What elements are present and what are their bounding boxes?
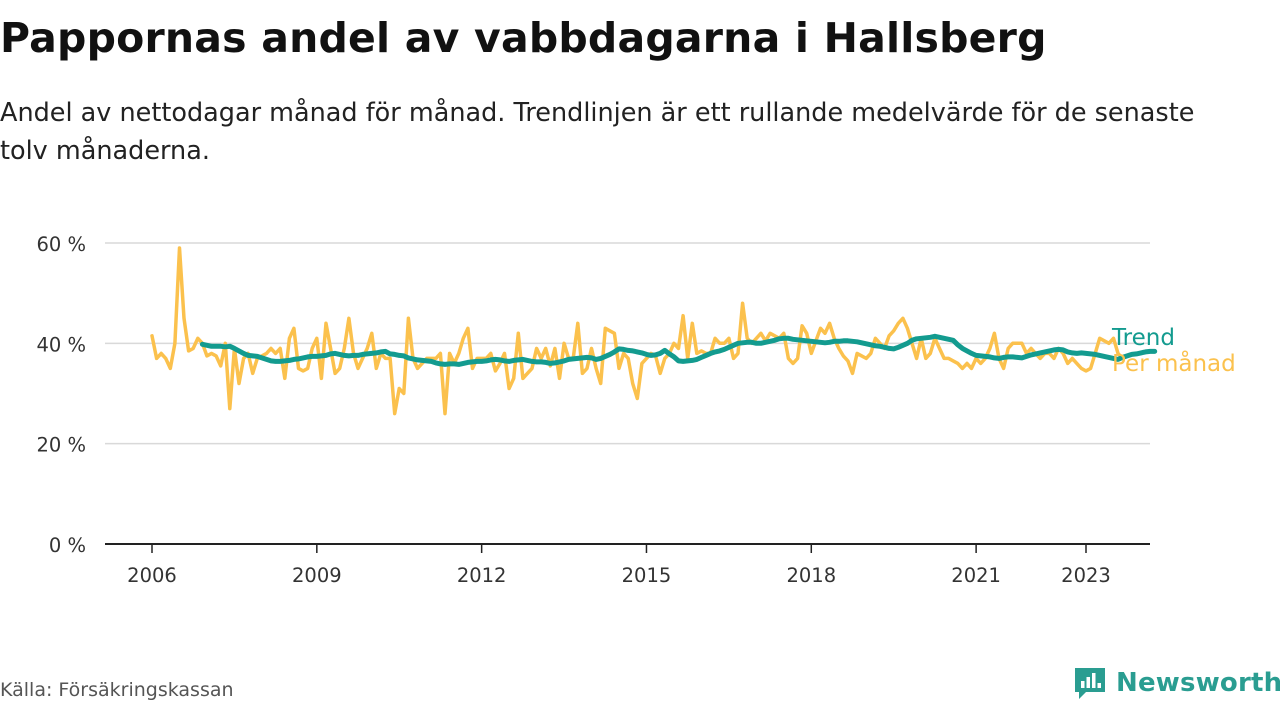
brand-logo: Newsworthy (1072, 665, 1280, 701)
y-axis-tick-labels: 0 % 20 % 40 % 60 % (36, 233, 86, 557)
source-note: Källa: Försäkringskassan (0, 679, 234, 701)
chart-subtitle: Andel av nettodagar månad för månad. Tre… (0, 98, 1195, 166)
x-axis: 2006 2009 2012 2015 2018 2021 2023 (105, 543, 1150, 587)
y-tick-label: 20 % (36, 434, 86, 457)
x-tick-label: 2009 (292, 564, 342, 587)
x-tick-label: 2023 (1061, 564, 1111, 587)
x-tick-label: 2006 (127, 564, 177, 587)
grid-lines (105, 242, 1150, 445)
chart-title: Pappornas andel av vabbdagarna i Hallsbe… (0, 14, 1047, 62)
series-lines (150, 246, 1158, 416)
brand-name: Newsworthy (1116, 668, 1280, 698)
monthly-series-label: Per månad (1112, 349, 1236, 377)
line-chart: 0 % 20 % 40 % 60 % 2006 2009 2012 2015 2018 2021… (36, 233, 1236, 587)
trend-line (199, 333, 1158, 367)
trend-series-label: Trend (1111, 325, 1175, 351)
x-tick-label: 2018 (786, 564, 836, 587)
monthly-line (150, 246, 1125, 416)
x-tick-label: 2015 (622, 564, 672, 587)
x-tick-label: 2021 (951, 564, 1001, 587)
y-tick-label: 60 % (36, 233, 86, 256)
y-tick-label: 0 % (49, 534, 86, 557)
x-tick-label: 2012 (457, 564, 507, 587)
bar-chart-speech-bubble-icon (1075, 668, 1105, 699)
y-tick-label: 40 % (36, 333, 86, 356)
